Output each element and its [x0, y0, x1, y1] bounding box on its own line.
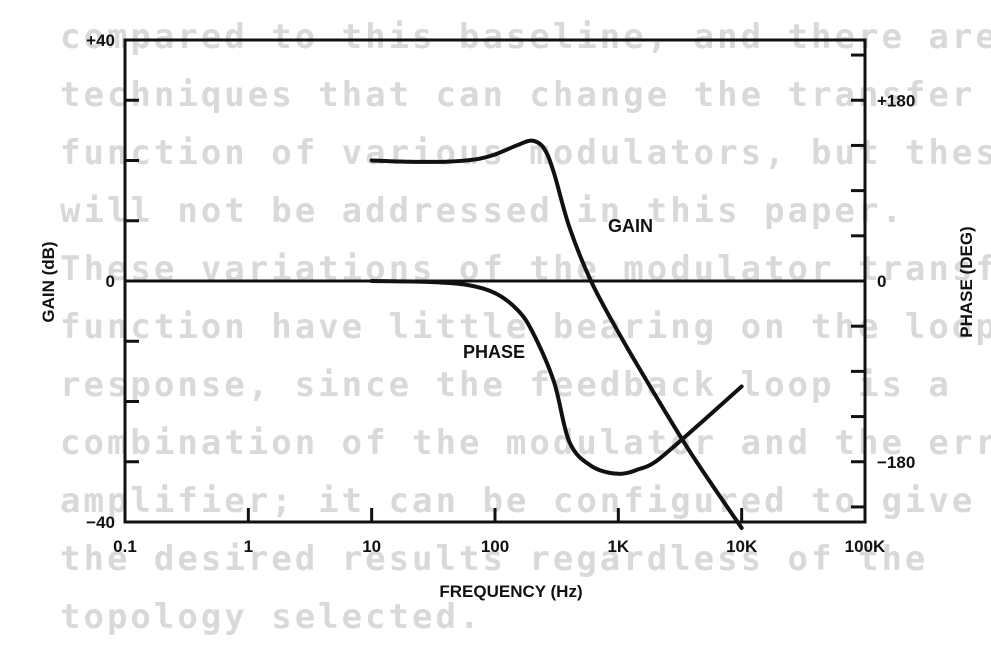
y-right-tick-label: −180: [877, 453, 915, 472]
y-axis-title-right: PHASE (DEG): [957, 226, 976, 337]
x-tick-label: 1K: [607, 537, 629, 556]
x-tick-label: 1: [244, 537, 253, 556]
x-axis-title: FREQUENCY (Hz): [439, 582, 582, 601]
y-right-tick-label: +180: [877, 91, 915, 110]
bleed-line: techniques that can change the transfer: [60, 75, 976, 115]
bleed-line: amplifier; it can be configured to give: [60, 481, 976, 521]
bleed-line: combination of the modulator and the err…: [60, 423, 991, 463]
series-label-phase: PHASE: [463, 342, 525, 362]
series-line-phase: [369, 279, 744, 476]
y-right-tick-label: 0: [877, 272, 886, 291]
y-left-tick-label: 0: [106, 272, 115, 291]
bleed-line: function have little bearing on the loop: [60, 307, 991, 347]
series-line-gain: [369, 138, 744, 531]
x-tick-label: 10K: [726, 537, 758, 556]
bleed-line: will not be addressed in this paper.: [60, 191, 905, 231]
x-tick-label: 10: [362, 537, 381, 556]
y-left-tick-label: −40: [86, 513, 115, 532]
bleed-line: the desired results regardless of the: [60, 539, 929, 579]
x-tick-label: 100: [481, 537, 509, 556]
x-tick-label: 0.1: [113, 537, 137, 556]
y-left-tick-label: +40: [86, 31, 115, 50]
bleed-line: topology selected.: [60, 597, 483, 637]
bleed-line: compared to this baseline, and there are: [60, 17, 991, 57]
y-axis-title-left: GAIN (dB): [39, 241, 58, 322]
series-label-gain: GAIN: [608, 216, 653, 236]
bleed-line: function of various modulators, but thes…: [60, 133, 991, 173]
x-tick-label: 100K: [845, 537, 886, 556]
